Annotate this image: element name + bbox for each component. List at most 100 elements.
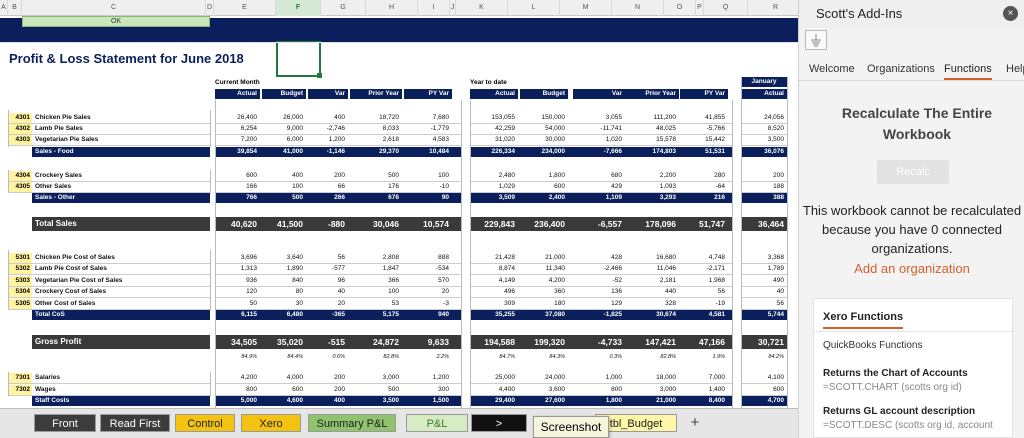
block-border — [741, 77, 742, 408]
ytd-value: -64 — [715, 183, 725, 190]
pane-title: Scott's Add-Ins — [816, 6, 903, 21]
ytd-value: 4,200 — [548, 277, 565, 284]
ytd-value: 51,531 — [705, 148, 725, 155]
ytd-value: 3,600 — [548, 386, 565, 393]
ytd-value: 174,803 — [652, 148, 677, 155]
nav-functions[interactable]: Functions — [944, 63, 992, 75]
grip-icon[interactable] — [805, 30, 827, 50]
account-label: Lamb Pie Cost of Sales — [35, 265, 107, 272]
row-rule — [741, 286, 787, 287]
sheet-tab-p-l[interactable]: P&L — [406, 414, 468, 432]
ytd-value: -4,733 — [597, 337, 622, 347]
cm-value: 26,400 — [237, 114, 257, 121]
cm-value: 1,200 — [328, 136, 345, 143]
ytd-header-0: Actual — [470, 89, 518, 99]
add-sheet-button[interactable]: + — [690, 414, 700, 431]
cm-value: -2,746 — [326, 125, 345, 132]
sheet-tab-tbl-budget[interactable]: tbl_Budget — [595, 414, 677, 432]
column-header-k[interactable]: K — [456, 0, 508, 16]
cm-value: 9,000 — [286, 125, 303, 132]
quickbooks-functions-tab[interactable]: QuickBooks Functions — [823, 340, 923, 351]
column-header-b[interactable]: B — [8, 0, 22, 16]
account-label: Sales - Food — [35, 148, 74, 155]
ytd-value: 0.3% — [609, 354, 622, 360]
cm-value: 1,890 — [286, 265, 303, 272]
account-label: Gross Profit — [35, 337, 82, 346]
nav-organizations[interactable]: Organizations — [867, 63, 935, 75]
header-rule — [0, 42, 798, 43]
ytd-value: 309 — [504, 300, 515, 307]
column-header-r[interactable]: R — [748, 0, 798, 16]
cm-value: 56 — [337, 254, 345, 261]
column-header-f[interactable]: F — [276, 0, 321, 16]
cm-value: -577 — [331, 265, 345, 272]
section-january: January — [741, 77, 787, 87]
column-header-h[interactable]: H — [366, 0, 418, 16]
column-header-e[interactable]: E — [214, 0, 276, 16]
account-label: Sales - Other — [35, 194, 76, 201]
column-header-o[interactable]: O — [664, 0, 696, 16]
ytd-value: 82.8% — [660, 354, 676, 360]
cm-value: 84.9% — [241, 354, 257, 360]
cm-value: 40,620 — [231, 219, 257, 229]
ytd-value: 8,874 — [498, 265, 515, 272]
row-rule — [741, 123, 787, 124]
add-organization-link[interactable]: Add an organization — [854, 261, 970, 276]
row-band-jan-13 — [741, 310, 787, 320]
column-header-d[interactable]: D — [206, 0, 214, 16]
sheet-tab-front[interactable]: Front — [34, 414, 96, 432]
column-header-c[interactable]: C — [22, 0, 206, 16]
selected-cell[interactable] — [276, 41, 321, 77]
ytd-value: 21,428 — [495, 254, 515, 261]
account-code: 5303 — [8, 276, 32, 286]
ytd-value: -1,825 — [603, 311, 622, 318]
ytd-value: 3,055 — [605, 114, 622, 121]
column-header-l[interactable]: L — [508, 0, 560, 16]
row-rule — [215, 134, 461, 135]
row-rule — [8, 286, 210, 287]
sheet-tab-[interactable]: > — [471, 414, 527, 432]
sheet-tab-summary-p-l[interactable]: Summary P&L — [308, 414, 396, 432]
cm-value: 26,000 — [283, 114, 303, 121]
sheet-tab-read-first[interactable]: Read First — [100, 414, 170, 432]
cm-value: 30,046 — [373, 219, 399, 229]
sheet-tab-control[interactable]: Control — [175, 414, 235, 432]
ytd-value: 1,000 — [605, 374, 622, 381]
fill-handle[interactable] — [317, 73, 322, 78]
row-band-ytd-18 — [470, 396, 732, 406]
ytd-value: 153,055 — [491, 114, 516, 121]
column-header-j[interactable]: J — [450, 0, 456, 16]
ytd-value: 11,340 — [545, 265, 565, 272]
column-header-p[interactable]: P — [696, 0, 704, 16]
account-code: 4302 — [8, 124, 32, 134]
cm-value: 200 — [334, 386, 345, 393]
recalc-button[interactable]: Recalc — [877, 160, 949, 184]
column-header-n[interactable]: N — [612, 0, 664, 16]
xero-functions-tab[interactable]: Xero Functions — [823, 311, 904, 323]
nav-help[interactable]: Help — [1006, 63, 1024, 75]
nav-welcome[interactable]: Welcome — [809, 63, 855, 75]
sheet-tab-xero[interactable]: Xero — [241, 414, 301, 432]
ok-button-face[interactable]: OK — [22, 16, 210, 27]
ytd-value: 3,000 — [659, 386, 676, 393]
cm-value: -1,146 — [326, 148, 345, 155]
ytd-value: 2,181 — [659, 277, 676, 284]
column-header-q[interactable]: Q — [704, 0, 748, 16]
close-icon[interactable]: × — [1003, 6, 1018, 21]
column-header-a[interactable]: A — [0, 0, 8, 16]
row-rule — [470, 309, 732, 310]
functions-tab-underline — [823, 327, 903, 329]
ytd-value: 54,000 — [545, 125, 565, 132]
block-border — [787, 77, 788, 408]
account-code: 7302 — [8, 385, 32, 395]
ytd-value: 29,400 — [495, 397, 515, 404]
block-border — [210, 110, 211, 147]
column-header-g[interactable]: G — [321, 0, 366, 16]
account-label: Chicken Pie Cost of Sales — [35, 254, 115, 261]
column-header-m[interactable]: M — [560, 0, 612, 16]
column-header-i[interactable]: I — [418, 0, 450, 16]
row-band-18 — [32, 396, 210, 406]
ytd-value: 56 — [717, 288, 725, 295]
